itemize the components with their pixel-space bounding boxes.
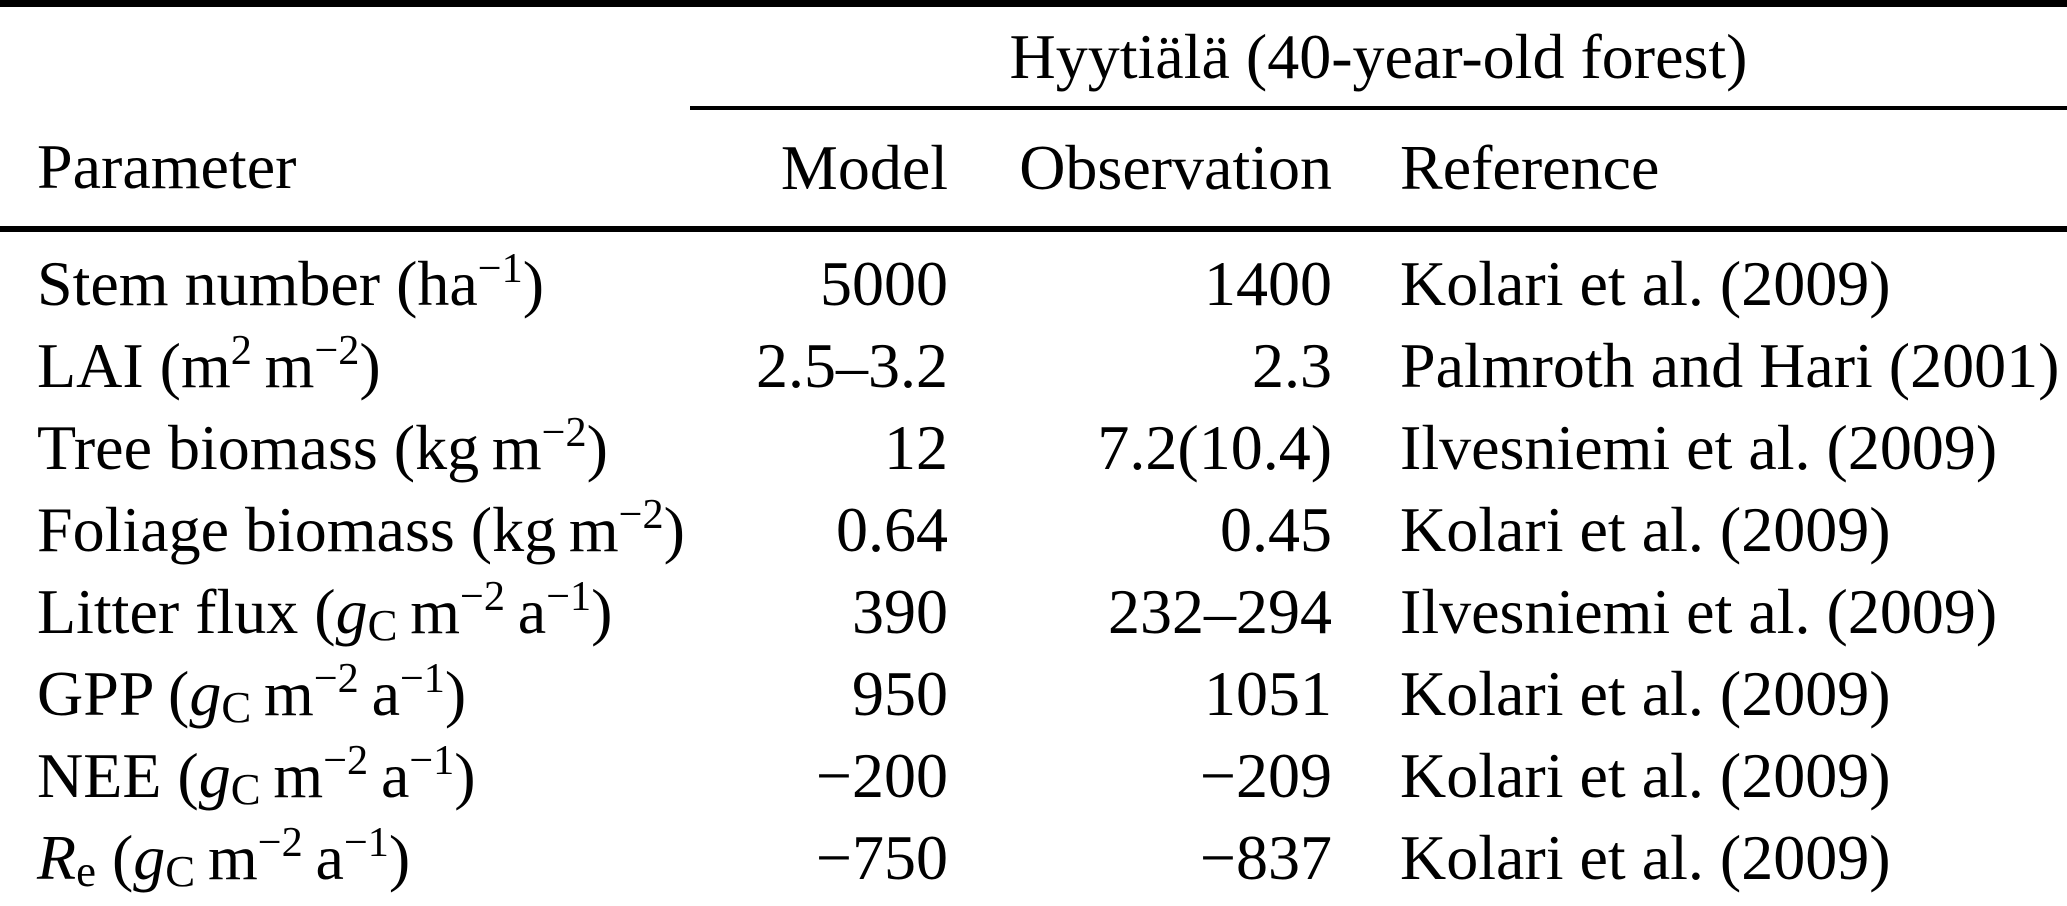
parameter-cell: NEE (gC m−2 a−1) bbox=[37, 736, 476, 814]
column-header-model: Model bbox=[690, 108, 948, 232]
model-value: −750 bbox=[815, 822, 948, 893]
reference-cell: Kolari et al. (2009) bbox=[1400, 494, 1891, 565]
parameter-cell: GPP (gC m−2 a−1) bbox=[37, 654, 467, 732]
model-value: 950 bbox=[852, 658, 948, 729]
observation-value: 232–294 bbox=[1108, 576, 1332, 647]
reference-cell: Kolari et al. (2009) bbox=[1400, 740, 1891, 811]
model-value: 2.5–3.2 bbox=[756, 330, 948, 401]
model-value: 390 bbox=[852, 576, 948, 647]
observation-value: 1400 bbox=[1204, 248, 1332, 319]
table-row: NEE (gC m−2 a−1) −200 −209 Kolari et al.… bbox=[0, 735, 2067, 817]
model-value: −200 bbox=[815, 740, 948, 811]
table-column-header-row: Parameter Model Observation Reference bbox=[0, 108, 2067, 232]
parameter-cell: Tree biomass (kg m−2) bbox=[37, 408, 608, 483]
column-header-reference: Reference bbox=[1332, 108, 2067, 232]
parameter-cell: Stem number (ha−1) bbox=[37, 244, 545, 319]
model-value: 12 bbox=[884, 412, 948, 483]
table-row: Stem number (ha−1) 5000 1400 Kolari et a… bbox=[0, 229, 2067, 325]
reference-cell: Kolari et al. (2009) bbox=[1400, 822, 1891, 893]
parameter-cell: Re (gC m−2 a−1) bbox=[37, 818, 411, 896]
reference-cell: Kolari et al. (2009) bbox=[1400, 248, 1891, 319]
observation-value: 2.3 bbox=[1252, 330, 1332, 401]
model-value: 5000 bbox=[820, 248, 948, 319]
observation-value: −209 bbox=[1199, 740, 1332, 811]
table-group-header-row: Hyytiälä (40-year-old forest) bbox=[0, 3, 2067, 110]
observation-value: 7.2(10.4) bbox=[1097, 412, 1332, 483]
reference-cell: Ilvesniemi et al. (2009) bbox=[1400, 412, 1998, 483]
observation-value: 1051 bbox=[1204, 658, 1332, 729]
reference-cell: Kolari et al. (2009) bbox=[1400, 658, 1891, 729]
parameter-cell: Foliage biomass (kg m−2) bbox=[37, 490, 685, 565]
model-value: 0.64 bbox=[836, 494, 948, 565]
observation-value: −837 bbox=[1199, 822, 1332, 893]
parameter-cell: LAI (m2 m−2) bbox=[37, 326, 381, 401]
reference-cell: Palmroth and Hari (2001) bbox=[1400, 330, 2060, 401]
column-header-parameter: Parameter bbox=[0, 108, 690, 232]
column-header-observation: Observation bbox=[948, 108, 1332, 232]
table-row: Litter flux (gC m−2 a−1) 390 232–294 Ilv… bbox=[0, 571, 2067, 653]
table-row: Tree biomass (kg m−2) 12 7.2(10.4) Ilves… bbox=[0, 407, 2067, 489]
group-header-site: Hyytiälä (40-year-old forest) bbox=[690, 3, 2067, 110]
observation-value: 0.45 bbox=[1220, 494, 1332, 565]
empty-corner-cell bbox=[0, 4, 690, 109]
table-row: Foliage biomass (kg m−2) 0.64 0.45 Kolar… bbox=[0, 489, 2067, 571]
table-row: LAI (m2 m−2) 2.5–3.2 2.3 Palmroth and Ha… bbox=[0, 325, 2067, 407]
parameter-cell: Litter flux (gC m−2 a−1) bbox=[37, 572, 613, 650]
table-row: GPP (gC m−2 a−1) 950 1051 Kolari et al. … bbox=[0, 653, 2067, 735]
table-row: Re (gC m−2 a−1) −750 −837 Kolari et al. … bbox=[0, 817, 2067, 906]
reference-cell: Ilvesniemi et al. (2009) bbox=[1400, 576, 1998, 647]
